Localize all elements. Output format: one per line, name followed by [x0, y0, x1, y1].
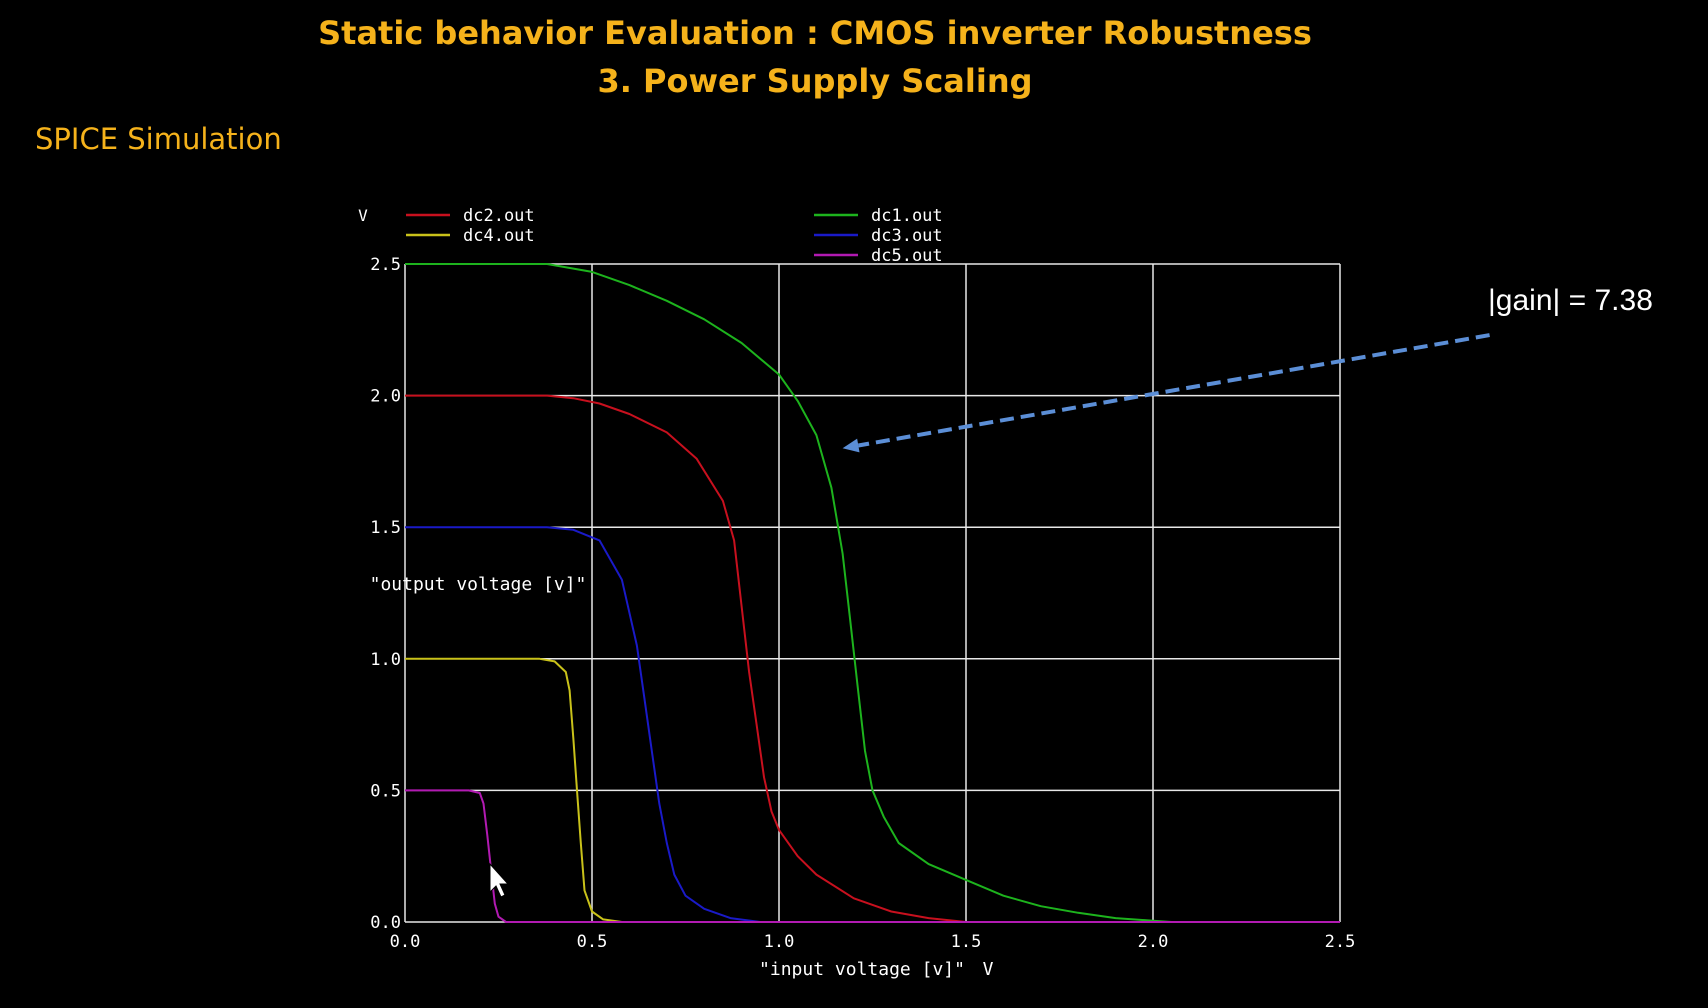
- legend-item: dc1.out: [814, 206, 943, 226]
- slide-subtitle: 3. Power Supply Scaling: [597, 62, 1033, 100]
- legend-label: dc2.out: [463, 206, 535, 226]
- series-line-dc3-out: [405, 526, 1340, 923]
- gain-annotation-label: |gain| = 7.38: [1488, 284, 1653, 317]
- section-label: SPICE Simulation: [35, 122, 282, 156]
- series-line-dc4-out: [405, 657, 1340, 923]
- x-tick-label: 1.5: [951, 932, 982, 952]
- legend-item: dc3.out: [814, 226, 943, 246]
- x-tick-label: 2.0: [1138, 932, 1169, 952]
- x-axis-unit: V: [983, 959, 994, 980]
- annotation-arrow-shaft: [857, 333, 1490, 448]
- chart-ticks: 0.0 0.5 1.0 1.5 2.0 2.5 0.0 0.5 1.0 1.5 2.0 2.5: [370, 255, 1355, 952]
- legend-item: dc4.out: [406, 226, 535, 246]
- series-line-dc5-out: [405, 789, 1340, 923]
- chart-series: [405, 263, 1340, 923]
- legend-label: dc5.out: [871, 246, 943, 266]
- x-tick-label: 2.5: [1325, 932, 1356, 952]
- y-tick-label: 0.0: [370, 913, 401, 933]
- y-tick-label: 2.0: [370, 387, 401, 407]
- slide-title: Static behavior Evaluation : CMOS invert…: [318, 14, 1312, 52]
- legend-item: dc2.out: [406, 206, 535, 226]
- y-tick-label: 2.5: [370, 255, 401, 275]
- annotation-arrow-head: [842, 438, 860, 453]
- x-tick-label: 0.0: [390, 932, 421, 952]
- y-tick-label: 1.5: [370, 518, 401, 538]
- x-tick-label: 1.0: [764, 932, 795, 952]
- x-tick-label: 0.5: [577, 932, 608, 952]
- gain-annotation: [842, 333, 1490, 453]
- legend-item: dc5.out: [814, 246, 943, 266]
- legend-label: dc4.out: [463, 226, 535, 246]
- legend-label: dc3.out: [871, 226, 943, 246]
- mouse-cursor-icon: [489, 862, 510, 898]
- x-axis-label: "input voltage [v]": [759, 959, 965, 980]
- y-axis-label: "output voltage [v]": [370, 574, 587, 595]
- y-axis-unit: V: [358, 206, 368, 225]
- y-tick-label: 0.5: [370, 781, 401, 801]
- legend-label: dc1.out: [871, 206, 943, 226]
- series-line-dc1-out: [405, 263, 1340, 923]
- y-tick-label: 1.0: [370, 650, 401, 670]
- series-line-dc2-out: [405, 394, 1340, 923]
